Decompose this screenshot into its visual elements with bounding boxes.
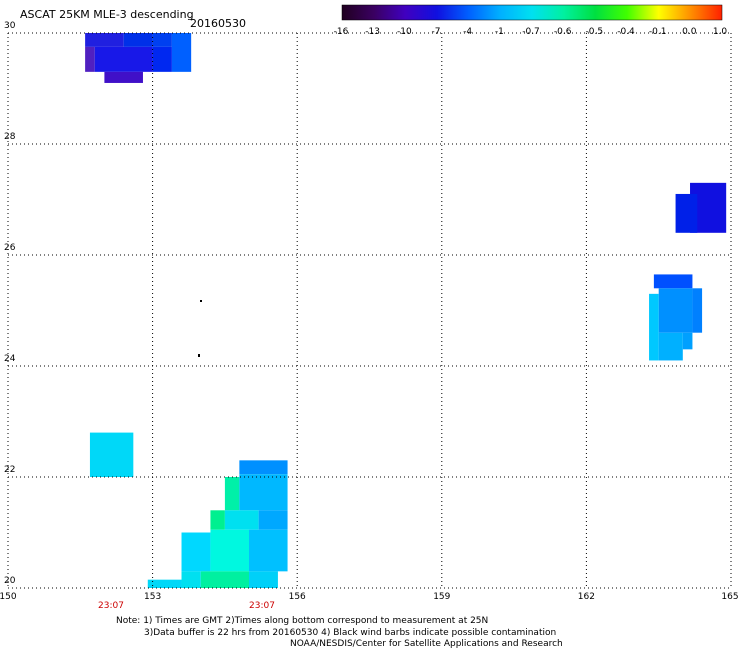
y-tick-label: 26 [4,243,16,253]
data-cell [171,33,192,72]
data-cell [224,510,259,530]
colorbar-tick-label: -0.5 [585,27,604,37]
time-label: 23:07 [98,601,124,611]
data-cell [152,46,172,72]
wind-barb-mark [200,300,202,302]
data-cell [210,529,249,572]
colorbar-tick-label: -0.7 [522,27,540,37]
data-cell [249,571,278,588]
x-tick-label: 156 [288,592,306,602]
note-line-1: Note: 1) Times are GMT 2)Times along bot… [116,616,489,626]
data-cell [89,432,134,477]
data-cell [152,33,172,47]
colorbar-tick-label: -1 [494,27,504,37]
x-tick-label: 150 [0,592,17,602]
map-date: 20160530 [190,17,246,30]
y-tick-label: 30 [4,21,16,31]
credit-line: NOAA/NESDIS/Center for Satellite Applica… [290,639,563,649]
data-cell [239,460,288,475]
colorbar-tick-label: 0.0 [682,27,697,37]
data-cell [85,46,95,72]
data-cell [653,274,693,289]
map-title: ASCAT 25KM MLE-3 descending [20,8,194,21]
y-tick-label: 28 [4,132,16,142]
data-cell [181,532,211,572]
data-cell [94,46,153,72]
data-cell [123,33,153,47]
data-cell [224,477,240,511]
x-tick-label: 165 [721,592,739,602]
data-cell [210,510,225,530]
data-cell [682,332,693,350]
data-cell [249,529,288,572]
colorbar-tick-label: -0.4 [617,27,635,37]
data-cell [675,193,698,233]
y-tick-label: 20 [4,576,16,586]
data-cell [692,288,703,333]
data-cell [85,33,124,47]
colorbar [341,4,723,21]
data-cell [658,332,683,361]
data-cell [181,571,201,588]
colorbar-labels: -16 -13 -10 -7 -4 -1 -0.7 -0.6 -0.5 -0.4 -0.1 0.0 1.… [0,27,740,39]
data-cell [239,474,288,511]
colorbar-tick-label: -7 [431,27,441,37]
colorbar-tick-label: -0.6 [553,27,572,37]
x-tick-label: 162 [577,592,595,602]
colorbar-tick-label: 1.0 [712,27,728,37]
data-cell [200,571,249,588]
data-cell [649,293,659,361]
y-tick-label: 24 [4,354,16,364]
data-cell [147,579,182,588]
data-cell [258,510,288,530]
colorbar-tick-label: -0.1 [648,27,667,37]
colorbar-tick-label: -4 [463,27,473,37]
data-cell [104,71,143,83]
note-line-2: 3)Data buffer is 22 hrs from 20160530 4)… [144,628,557,638]
colorbar-tick-label: -10 [396,27,412,37]
wind-barb-mark [198,354,200,357]
colorbar-tick-label: -13 [365,27,380,37]
y-tick-label: 22 [4,465,16,475]
colorbar-tick-label: -16 [333,27,349,37]
time-label: 23:07 [249,601,275,611]
x-tick-label: 153 [144,592,162,602]
x-tick-label: 159 [433,592,451,602]
data-cell [658,288,693,333]
